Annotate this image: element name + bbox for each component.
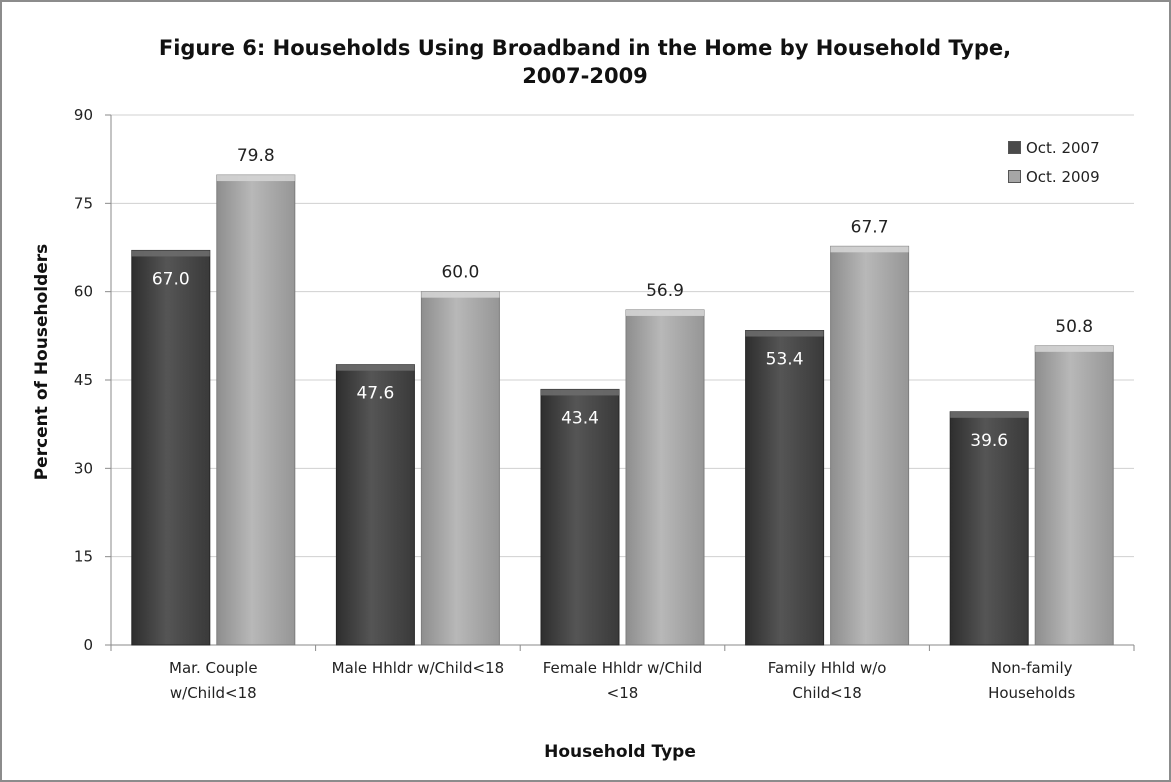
data-label-0-0: 67.0 [152,269,190,289]
bar-bevel-0-4 [950,411,1029,418]
data-label-1-0: 79.8 [237,146,275,166]
legend-item-oct-2009: Oct. 2009 [1008,162,1100,191]
bar-bevel-0-2 [541,389,619,396]
x-tick-label-2-0: Female Hhldr w/Child [543,659,703,677]
chart-title-line-1: Figure 6: Households Using Broadband in … [158,36,1012,60]
bar-oct-2007-3 [745,330,825,646]
data-label-0-4: 39.6 [970,431,1008,451]
bar-oct-2009-0 [216,174,296,646]
bar-oct-2009-1 [420,291,500,646]
bar-oct-2007-0 [131,249,211,646]
data-label-0-3: 53.4 [766,350,804,370]
legend-label-oct-2007: Oct. 2007 [1026,138,1100,157]
y-tick-label-15: 15 [74,548,93,566]
bar-bevel-1-0 [216,175,295,182]
y-tick-label-90: 90 [74,106,93,124]
y-tick-label-0: 0 [83,636,93,654]
x-tick-label-0-1: w/Child<18 [170,684,257,702]
bar-bevel-1-2 [626,309,704,316]
legend-item-oct-2007: Oct. 2007 [1008,133,1100,162]
bar-bevel-0-1 [336,364,415,371]
legend-swatch-oct-2007 [1008,141,1021,154]
x-tick-label-4-0: Non-family [991,659,1073,677]
data-label-1-3: 67.7 [851,217,889,237]
bar-oct-2007-2 [540,388,620,646]
bar-oct-2009-2 [625,309,705,646]
data-label-0-1: 47.6 [356,384,394,404]
x-tick-label-3-0: Family Hhld w/o [768,659,887,677]
data-label-0-2: 43.4 [561,408,599,428]
bar-bevel-1-1 [421,291,500,298]
x-axis-label: Household Type [544,742,696,762]
bar-bevel-1-3 [830,246,909,253]
legend: Oct. 2007 Oct. 2009 [1008,133,1100,191]
y-tick-label-75: 75 [74,194,93,212]
data-label-1-2: 56.9 [646,281,684,301]
y-tick-label-45: 45 [74,371,93,389]
legend-label-oct-2009: Oct. 2009 [1026,167,1100,186]
x-tick-label-0-0: Mar. Couple [169,659,258,677]
bar-oct-2007-1 [335,364,415,646]
data-label-1-4: 50.8 [1055,317,1093,337]
bar-oct-2009-4 [1034,345,1114,646]
x-tick-label-1-0: Male Hhldr w/Child<18 [332,659,505,677]
x-tick-label-3-1: Child<18 [792,684,862,702]
x-tick-label-4-1: Households [988,684,1075,702]
bar-oct-2007-4 [949,411,1029,646]
chart-title: Figure 6: Households Using Broadband in … [150,34,1020,90]
x-tick-label-2-1: <18 [607,684,639,702]
legend-swatch-oct-2009 [1008,170,1021,183]
bar-oct-2009-3 [830,245,910,646]
bar-bevel-0-3 [745,330,824,337]
y-tick-label-60: 60 [74,283,93,301]
bar-bevel-0-0 [131,250,210,257]
y-tick-label-30: 30 [74,459,93,477]
chart-title-line-2: 2007-2009 [522,64,648,88]
bar-bevel-1-4 [1035,345,1114,352]
data-label-1-1: 60.0 [441,263,479,283]
